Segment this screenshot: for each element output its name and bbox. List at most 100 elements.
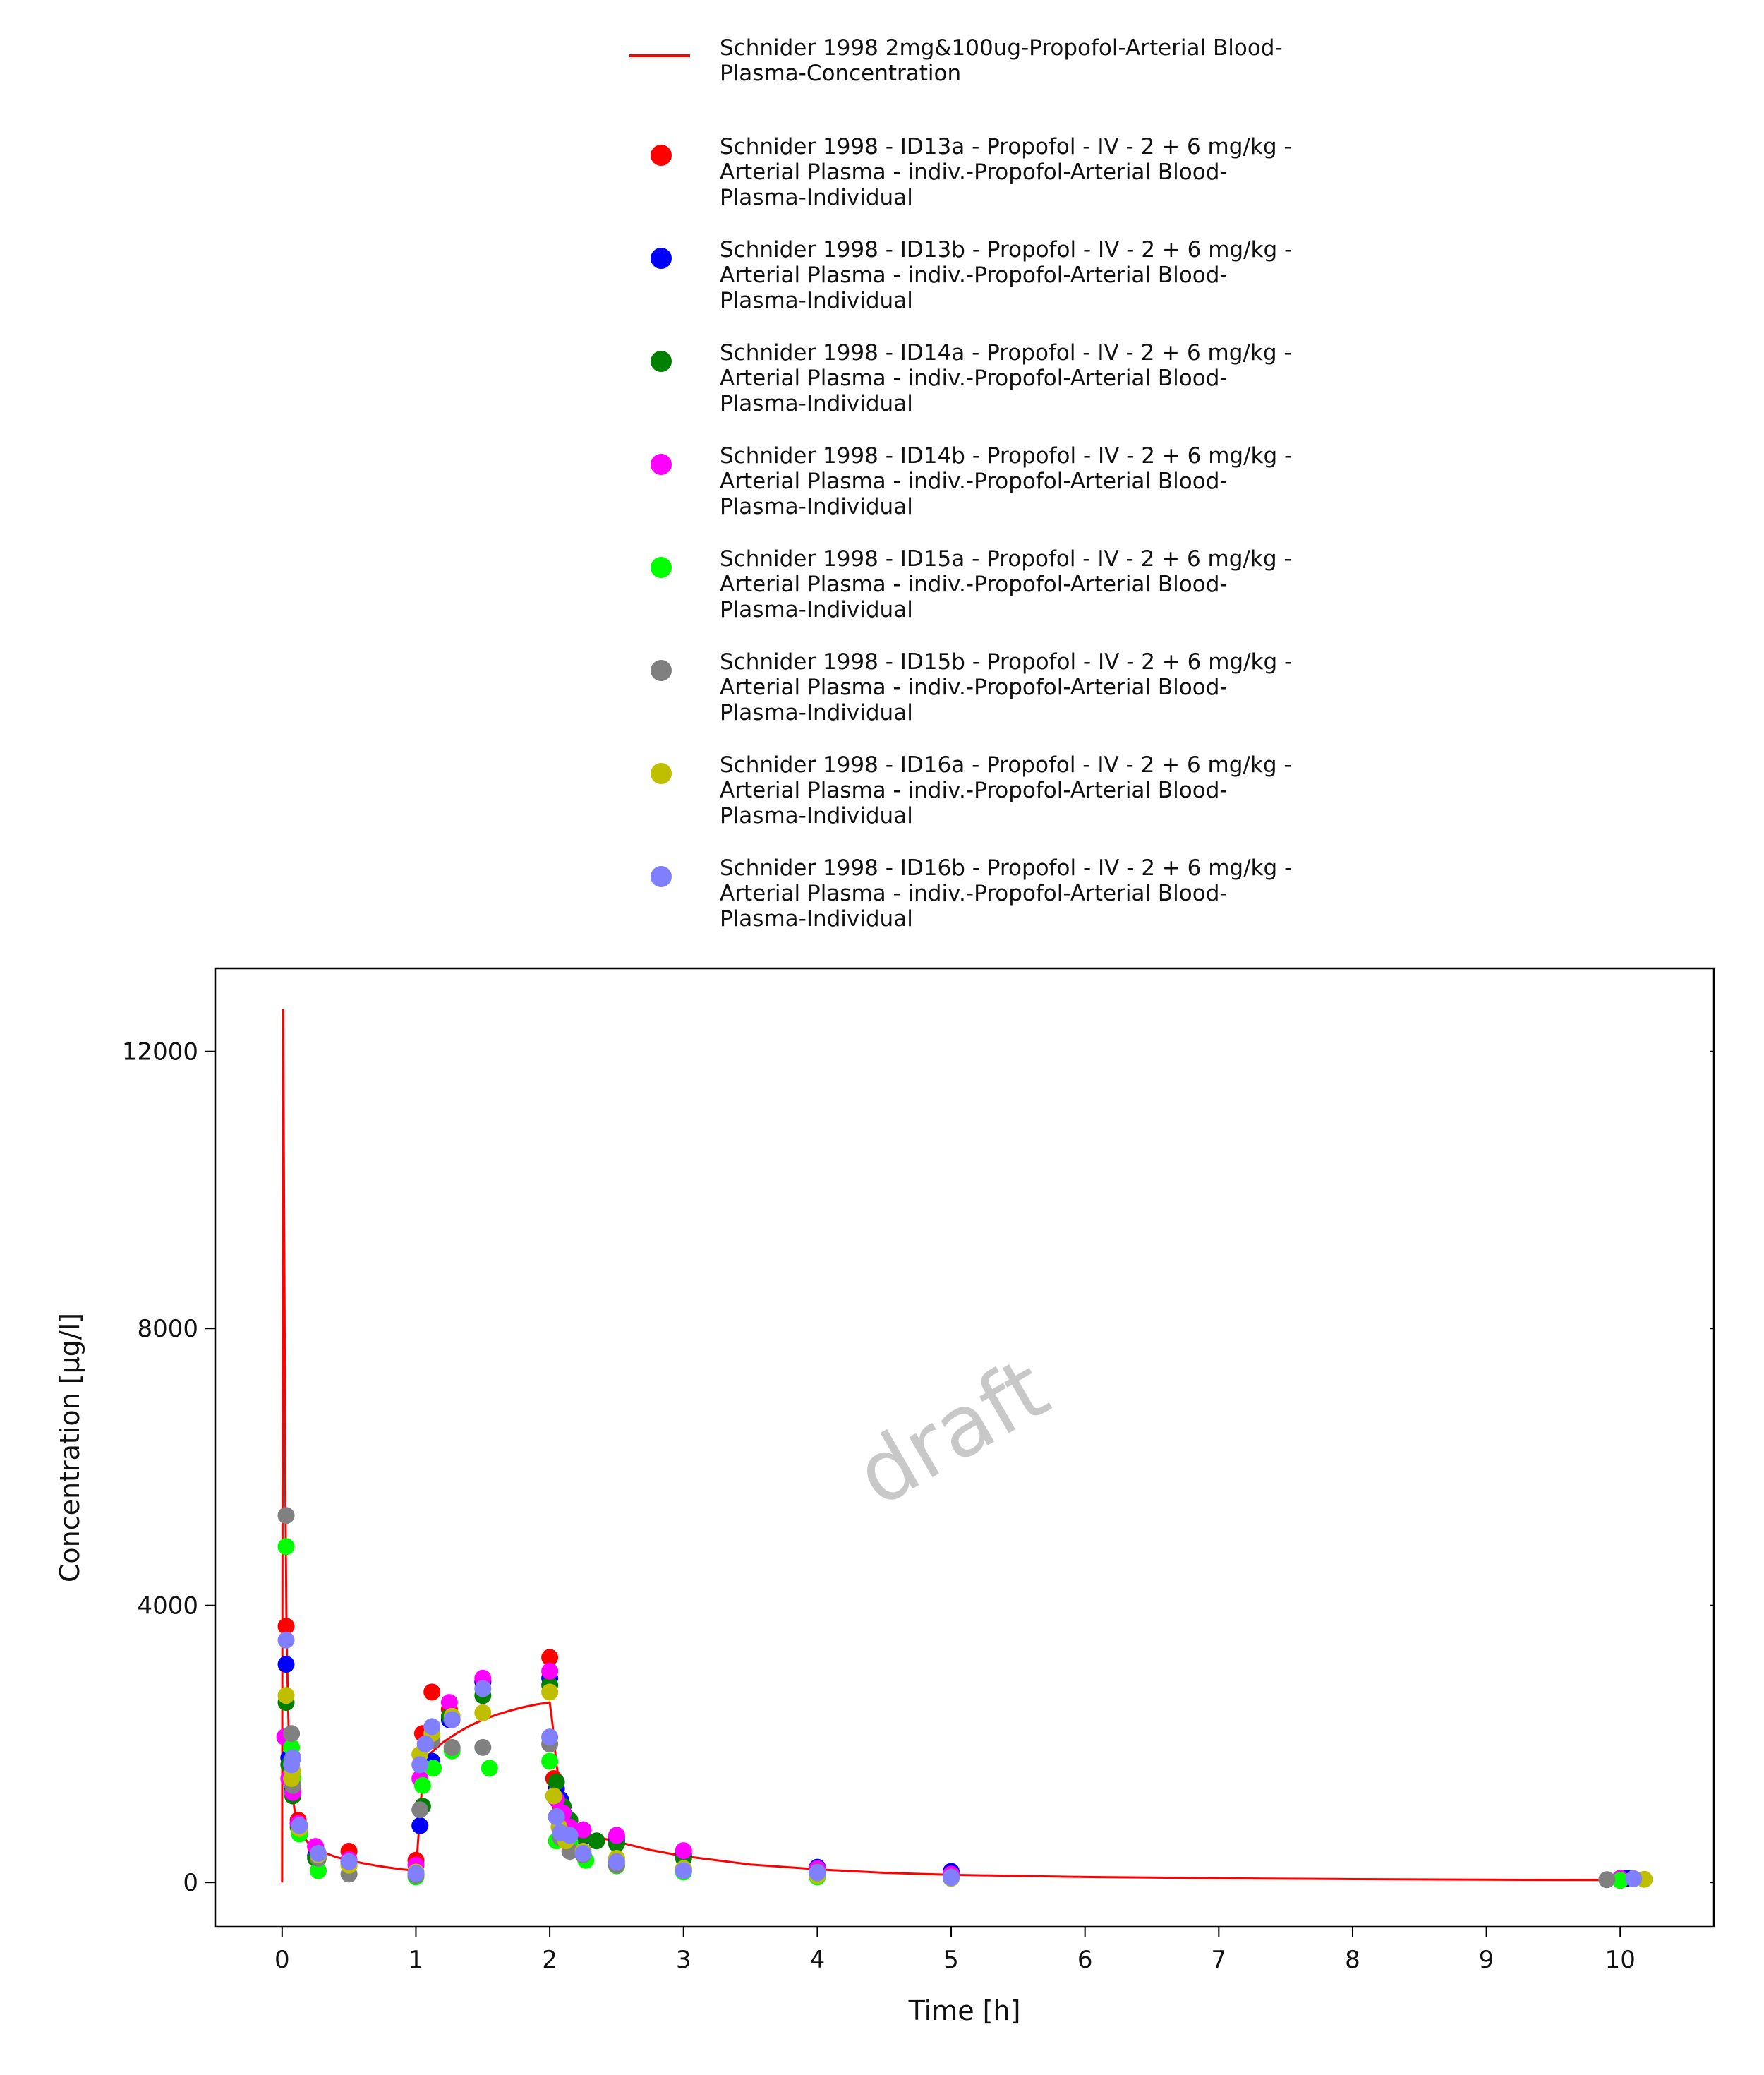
data-point: [608, 1827, 625, 1844]
x-tick-label: 7: [1212, 1946, 1227, 1974]
legend-dot-icon: [651, 145, 672, 166]
data-point: [809, 1864, 826, 1882]
data-point: [943, 1869, 960, 1887]
legend-label: Schnider 1998 - ID13b - Propofol - IV - …: [720, 237, 1293, 313]
legend-item: Schnider 1998 - ID14a - Propofol - IV - …: [621, 340, 1397, 443]
x-axis: 0 1 2 3 4 5 6 7 8 9 10: [274, 1927, 1636, 1974]
legend-label: Schnider 1998 2mg&100ug-Propofol-Arteria…: [720, 35, 1283, 86]
data-point: [443, 1738, 461, 1756]
legend-marker-key: [621, 340, 691, 397]
data-point: [291, 1817, 308, 1834]
legend-label: Schnider 1998 - ID13a - Propofol - IV - …: [720, 134, 1292, 210]
y-tick-label: 4000: [137, 1592, 198, 1620]
data-point: [277, 1656, 295, 1673]
data-point: [474, 1704, 492, 1721]
data-point: [310, 1845, 327, 1862]
x-tick-label: 6: [1077, 1946, 1093, 1974]
data-point: [481, 1760, 498, 1777]
data-point: [548, 1773, 565, 1791]
data-point: [675, 1862, 692, 1879]
x-tick-label: 10: [1605, 1946, 1636, 1974]
legend-item: Schnider 1998 - ID14b - Propofol - IV - …: [621, 443, 1397, 546]
data-point: [545, 1787, 562, 1805]
x-tick-label: 8: [1345, 1946, 1360, 1974]
data-point: [1625, 1870, 1643, 1887]
y-axis: 0 4000 8000 12000: [122, 1038, 1714, 1897]
legend-marker-key: [621, 134, 691, 191]
data-point: [411, 1817, 429, 1834]
data-point: [574, 1821, 592, 1839]
legend-item: Schnider 1998 - ID16b - Propofol - IV - …: [621, 855, 1397, 958]
legend-label: Schnider 1998 - ID16b - Propofol - IV - …: [720, 855, 1293, 932]
data-point: [541, 1752, 559, 1770]
legend-item: Schnider 1998 - ID13a - Propofol - IV - …: [621, 134, 1397, 237]
legend-dot-icon: [651, 248, 672, 269]
y-tick-label: 0: [183, 1869, 198, 1897]
data-point: [440, 1694, 458, 1712]
data-point: [277, 1507, 295, 1524]
y-axis-label: Concentration [µg/l]: [54, 1313, 85, 1582]
legend-marker-key: [621, 546, 691, 603]
legend-dot-icon: [651, 351, 672, 372]
legend-item: Schnider 1998 - ID16a - Propofol - IV - …: [621, 752, 1397, 855]
data-point: [675, 1842, 692, 1860]
legend-label: Schnider 1998 - ID15b - Propofol - IV - …: [720, 649, 1293, 726]
data-point: [1598, 1871, 1616, 1889]
x-tick-label: 2: [542, 1946, 557, 1974]
legend-marker-key: [621, 649, 691, 706]
data-point: [277, 1631, 295, 1649]
data-point: [474, 1680, 492, 1697]
legend-label: Schnider 1998 - ID15a - Propofol - IV - …: [720, 546, 1292, 622]
legend-item: Schnider 1998 - ID15b - Propofol - IV - …: [621, 649, 1397, 752]
data-point: [561, 1827, 579, 1844]
legend-item: Schnider 1998 2mg&100ug-Propofol-Arteria…: [621, 35, 1397, 134]
legend-item: Schnider 1998 - ID15a - Propofol - IV - …: [621, 546, 1397, 649]
data-point: [541, 1728, 559, 1746]
legend-marker-key: [621, 855, 691, 912]
data-point: [416, 1736, 434, 1752]
legend-dot-icon: [651, 557, 672, 578]
data-point: [548, 1808, 565, 1825]
data-point: [277, 1618, 295, 1635]
x-tick-label: 5: [943, 1946, 959, 1974]
y-tick-label: 8000: [137, 1315, 198, 1343]
plot-frame: [214, 967, 1715, 1928]
data-point: [340, 1853, 358, 1870]
data-point: [541, 1683, 559, 1701]
legend-label: Schnider 1998 - ID14b - Propofol - IV - …: [720, 443, 1293, 519]
x-tick-label: 1: [409, 1946, 424, 1974]
watermark-text: draft: [840, 1340, 1064, 1525]
data-point: [411, 1801, 429, 1819]
legend-marker-key: [621, 752, 691, 809]
legend-dot-icon: [651, 660, 672, 681]
data-point: [541, 1649, 559, 1666]
legend-marker-key: [621, 443, 691, 500]
legend: Schnider 1998 2mg&100ug-Propofol-Arteria…: [621, 35, 1397, 958]
x-tick-label: 0: [274, 1946, 290, 1974]
data-point: [277, 1687, 295, 1704]
data-point: [588, 1832, 605, 1850]
legend-label: Schnider 1998 - ID16a - Propofol - IV - …: [720, 752, 1292, 829]
data-point: [407, 1865, 425, 1882]
legend-dot-icon: [651, 866, 672, 887]
y-tick-label: 12000: [122, 1038, 198, 1066]
legend-dot-icon: [651, 454, 672, 475]
data-point: [277, 1538, 295, 1556]
legend-label: Schnider 1998 - ID14a - Propofol - IV - …: [720, 340, 1292, 416]
x-tick-label: 3: [676, 1946, 691, 1974]
x-axis-label: Time [h]: [908, 1995, 1021, 2026]
data-point: [423, 1683, 441, 1701]
data-point: [284, 1749, 301, 1767]
data-point: [411, 1756, 429, 1774]
data-point: [413, 1776, 431, 1794]
data-point: [283, 1725, 301, 1743]
data-point: [443, 1711, 461, 1728]
legend-item: Schnider 1998 - ID13b - Propofol - IV - …: [621, 237, 1397, 340]
legend-line-key: [621, 35, 691, 92]
data-point: [541, 1662, 559, 1680]
data-point: [574, 1845, 592, 1862]
legend-line-icon: [629, 54, 690, 57]
data-point: [425, 1760, 442, 1777]
plot-data-layer: [276, 1009, 1653, 1889]
